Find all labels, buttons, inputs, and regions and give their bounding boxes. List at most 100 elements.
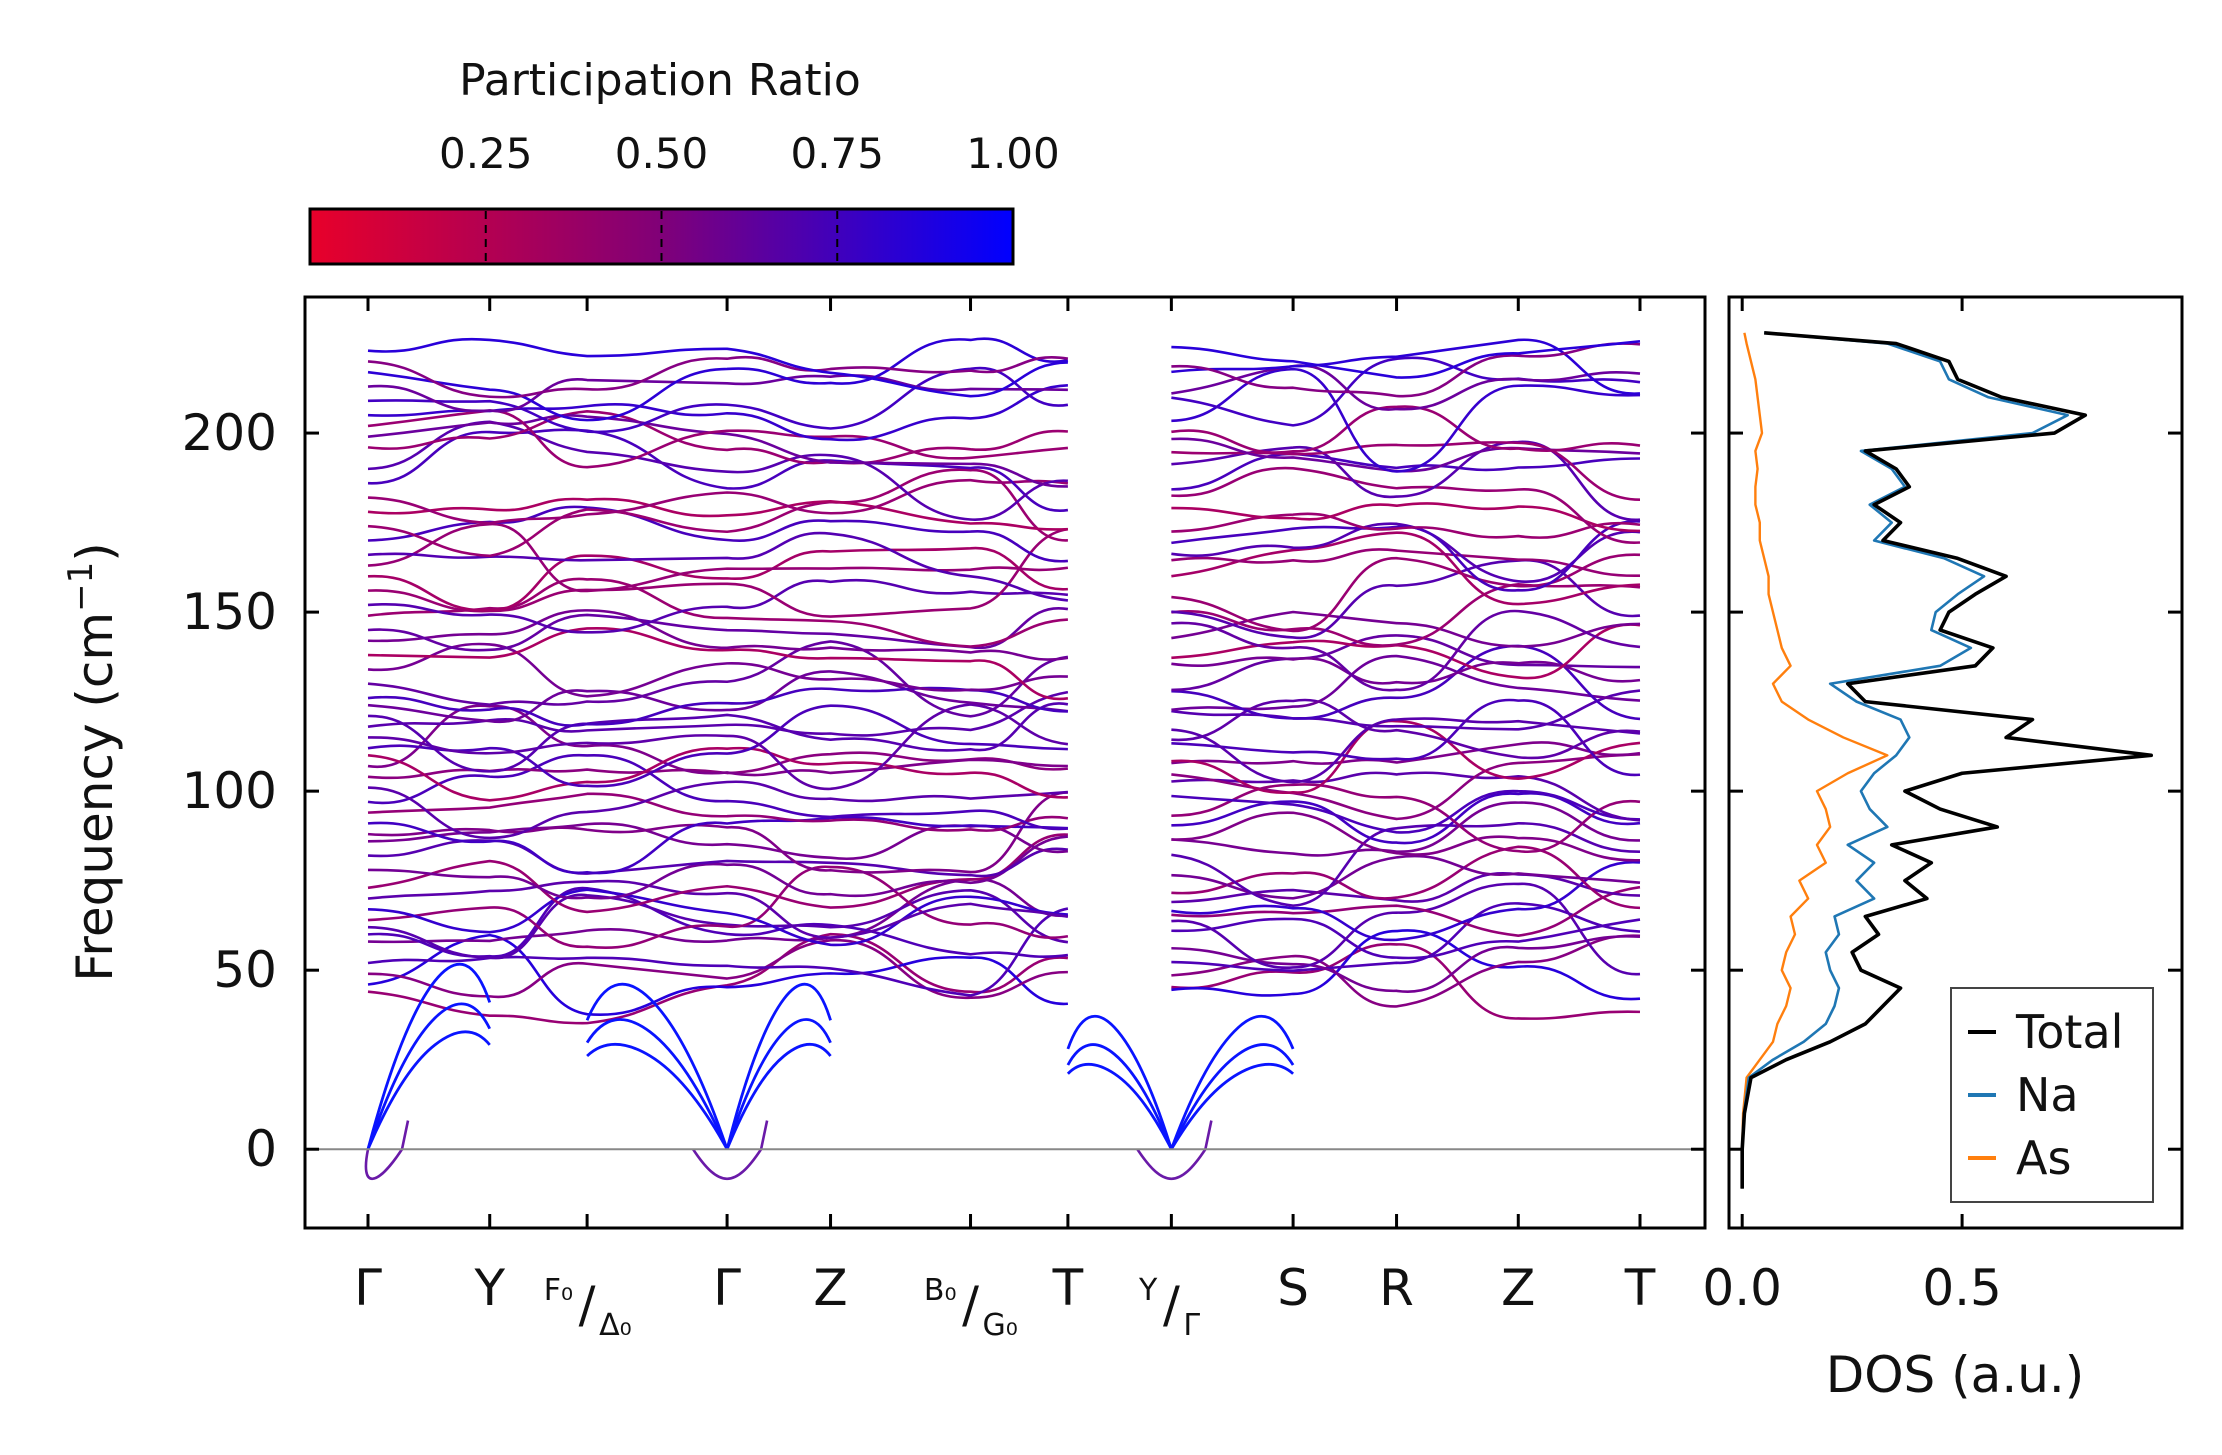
y-label-close: )	[66, 542, 124, 562]
y-tick-label: 100	[182, 762, 277, 820]
k-label-slash: /	[962, 1276, 979, 1334]
acoustic-branch	[366, 1030, 491, 1150]
band-y-axis-label: Frequency (cm−1)	[61, 542, 124, 982]
unstable-mode	[364, 1120, 410, 1180]
optical-branch	[367, 833, 1068, 914]
optical-branch	[367, 702, 1069, 773]
legend-label: Total	[2015, 1005, 2123, 1059]
optical-branch	[367, 939, 1068, 999]
acoustic-branch	[586, 1043, 729, 1150]
optical-branch	[367, 642, 1068, 698]
k-tick-label: Z	[813, 1259, 847, 1317]
optical-branch	[1171, 609, 1641, 692]
dos-legend: Total Na As	[1950, 987, 2154, 1203]
k-tick-label: Y	[473, 1259, 505, 1317]
colorbar-tick-label: 0.25	[439, 129, 533, 178]
optical-branch	[367, 478, 1069, 525]
k-label-right: Γ	[1183, 1308, 1200, 1343]
optical-branch	[1171, 522, 1641, 583]
acoustic-branch	[1066, 1014, 1173, 1150]
optical-branch	[367, 468, 1068, 558]
k-label-slash: /	[1163, 1276, 1180, 1334]
dos-series-as	[1740, 332, 1889, 1189]
optical-branch	[367, 355, 1069, 399]
band-axes-frame	[303, 295, 1707, 1230]
k-tick-label-composite: F₀ / Δ₀	[544, 1273, 632, 1343]
optical-branch	[367, 933, 1068, 1017]
colorbar-tick-labels: 0.25 0.50 0.75 1.00	[439, 129, 1060, 178]
unstable-mode	[1136, 1120, 1213, 1180]
dos-series-na	[1740, 331, 2069, 1189]
optical-branch	[367, 888, 1068, 947]
optical-branch	[367, 932, 1069, 1025]
optical-branch	[367, 907, 1069, 997]
optical-branch	[367, 337, 1068, 398]
colorbar-tick-label: 1.00	[966, 129, 1060, 178]
k-tick-label: S	[1277, 1259, 1309, 1317]
optical-branch	[367, 409, 1069, 465]
optical-branch	[1171, 364, 1641, 411]
optical-branch	[1171, 801, 1641, 857]
optical-branch	[367, 887, 1069, 958]
optical-branch	[367, 753, 1068, 831]
optical-branch	[367, 879, 1069, 939]
optical-branch	[1171, 342, 1641, 398]
colorbar-ticks	[484, 211, 839, 262]
optical-branch	[1171, 771, 1641, 822]
colorbar: Participation Ratio 0.25 0.50 0.75 1.00	[308, 55, 1060, 266]
optical-branch	[1171, 553, 1641, 633]
optical-branch	[367, 703, 1069, 791]
optical-branch	[1171, 822, 1641, 908]
acoustic-branch	[585, 1018, 729, 1150]
optical-branch	[1171, 698, 1641, 777]
k-tick-label: T	[1624, 1259, 1656, 1317]
optical-branch	[1171, 741, 1641, 765]
acoustic-branch	[725, 1042, 832, 1150]
optical-branch	[1171, 902, 1641, 972]
optical-branch	[1171, 520, 1641, 592]
optical-branch	[1171, 882, 1641, 976]
acoustic-branch	[1170, 1043, 1295, 1150]
y-tick-label: 50	[213, 941, 277, 999]
optical-branch	[367, 746, 1068, 802]
optical-branch	[367, 792, 1069, 832]
optical-branch	[367, 531, 1069, 602]
optical-branch	[1171, 466, 1641, 544]
k-label-right: Δ₀	[599, 1308, 632, 1343]
y-tick-label: 150	[182, 583, 277, 641]
optical-branch	[1171, 583, 1641, 647]
acoustic-branch	[725, 982, 832, 1150]
optical-branch	[367, 640, 1069, 718]
optical-branch	[367, 627, 1069, 701]
optical-branch	[1171, 861, 1641, 942]
optical-branch	[1171, 340, 1641, 379]
optical-branch	[1171, 943, 1641, 1020]
optical-branch	[1171, 558, 1641, 640]
optical-branch	[367, 791, 1068, 874]
acoustic-branch	[1170, 1014, 1295, 1150]
k-label-slash: /	[579, 1276, 596, 1334]
dos-x-tick-label: 0.5	[1922, 1259, 2002, 1317]
y-tick-label: 0	[245, 1120, 277, 1178]
optical-branch	[1171, 811, 1641, 862]
acoustic-branch	[1066, 1062, 1173, 1150]
optical-branch	[367, 374, 1068, 413]
optical-branch	[367, 577, 1068, 648]
dos-y-ticks	[1729, 431, 2182, 1151]
acoustic-branch	[725, 1018, 832, 1150]
optical-branch	[1171, 512, 1641, 539]
optical-branch	[1171, 789, 1641, 834]
optical-branch	[367, 497, 1068, 531]
acoustic-branch	[366, 962, 492, 1150]
optical-branch	[367, 527, 1069, 618]
optical-branch	[1171, 917, 1641, 960]
k-label-left: B₀	[924, 1273, 957, 1308]
phonon-bands	[364, 337, 1641, 1180]
acoustic-branch	[585, 982, 729, 1150]
optical-branch	[367, 428, 1069, 512]
unstable-mode	[691, 1120, 769, 1180]
optical-branch	[1171, 531, 1641, 606]
k-tick-label: Z	[1501, 1259, 1535, 1317]
